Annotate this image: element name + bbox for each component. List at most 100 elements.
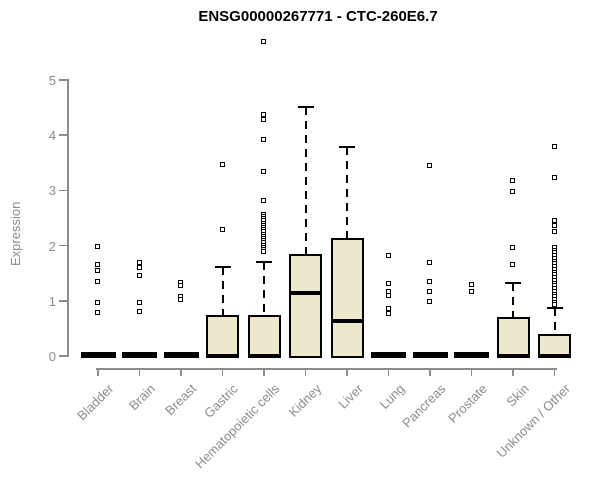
- outlier-point: [261, 169, 266, 175]
- upper-whisker: [553, 307, 556, 337]
- median-line: [247, 354, 281, 358]
- outlier-point: [219, 162, 225, 167]
- median-line: [496, 354, 530, 358]
- x-tick-label: Bladder: [74, 381, 117, 424]
- outlier-point: [261, 249, 266, 255]
- boxplot-box: [496, 317, 530, 358]
- outlier-point: [136, 300, 142, 305]
- x-tick-mark: [553, 368, 556, 376]
- outlier-point: [427, 260, 432, 266]
- upper-whisker-cap: [505, 282, 521, 285]
- boxplot-box: [330, 238, 364, 358]
- upper-whisker-cap: [256, 261, 272, 264]
- y-tick-mark: [59, 300, 67, 302]
- outlier-point: [427, 163, 432, 169]
- outlier-point: [136, 264, 142, 270]
- y-axis-line: [67, 79, 69, 357]
- outlier-point: [136, 308, 142, 314]
- outlier-point: [551, 175, 557, 181]
- outlier-point: [385, 253, 391, 259]
- outlier-point: [385, 306, 391, 312]
- outlier-point: [219, 227, 225, 233]
- y-tick-label: 1: [48, 293, 56, 309]
- outlier-point: [261, 198, 266, 204]
- upper-whisker: [221, 267, 224, 317]
- outlier-point: [385, 311, 391, 317]
- collapsed-box: [412, 352, 448, 358]
- outlier-point: [385, 281, 391, 287]
- outlier-point: [551, 217, 557, 223]
- collapsed-box: [122, 352, 157, 358]
- upper-whisker-cap: [546, 306, 563, 309]
- collapsed-box: [163, 352, 199, 358]
- outlier-point: [95, 244, 100, 250]
- outlier-point: [95, 279, 100, 285]
- outlier-point: [385, 292, 391, 298]
- median-line: [206, 354, 239, 358]
- boxplot-box: [289, 253, 322, 358]
- x-tick-mark: [387, 368, 390, 376]
- collapsed-box: [371, 352, 406, 358]
- upper-whisker-cap: [214, 266, 231, 269]
- x-tick-label: Unknown / Other: [493, 381, 574, 461]
- outlier-point: [510, 189, 515, 195]
- upper-whisker-cap: [339, 145, 355, 148]
- y-tick-mark: [59, 244, 67, 247]
- outlier-point: [551, 302, 557, 308]
- chart-title: ENSG00000267771 - CTC-260E6.7: [198, 8, 438, 25]
- outlier-point: [261, 137, 266, 143]
- y-axis-title: Expression: [8, 201, 23, 266]
- x-tick-mark: [304, 368, 307, 376]
- x-tick-label: Liver: [335, 381, 366, 412]
- x-tick-label: Kidney: [285, 381, 325, 420]
- x-tick-label: Breast: [162, 381, 200, 419]
- y-tick-mark: [59, 134, 67, 136]
- outlier-point: [551, 222, 557, 228]
- outlier-point: [551, 228, 557, 234]
- outlier-point: [468, 281, 474, 287]
- outlier-point: [551, 143, 557, 149]
- x-tick-label: Lung: [376, 381, 408, 413]
- outlier-point: [510, 244, 515, 250]
- x-tick-mark: [263, 368, 265, 376]
- outlier-point: [95, 261, 100, 267]
- median-line: [538, 354, 571, 358]
- x-tick-label: Prostate: [445, 381, 491, 426]
- outlier-point: [427, 298, 432, 304]
- y-tick-label: 4: [48, 128, 56, 144]
- x-tick-mark: [512, 368, 514, 376]
- outlier-point: [95, 300, 100, 305]
- upper-whisker: [263, 262, 265, 317]
- collapsed-box: [454, 352, 489, 358]
- outlier-point: [136, 272, 142, 278]
- x-tick-mark: [346, 368, 348, 376]
- outlier-point: [261, 116, 266, 122]
- boxplot-box: [206, 314, 239, 358]
- x-tick-label: Brain: [126, 381, 159, 414]
- y-tick-mark: [59, 355, 67, 357]
- collapsed-box: [80, 352, 116, 358]
- boxplot-box: [247, 314, 281, 358]
- upper-whisker: [512, 283, 514, 319]
- x-tick-label: Skin: [503, 381, 532, 410]
- x-axis-line: [96, 368, 557, 370]
- y-tick-label: 5: [48, 73, 56, 88]
- outlier-point: [95, 309, 100, 315]
- outlier-point: [427, 288, 432, 294]
- outlier-point: [178, 297, 183, 303]
- y-tick-label: 2: [48, 238, 56, 254]
- upper-whisker: [304, 107, 307, 256]
- upper-whisker-cap: [297, 106, 314, 109]
- x-tick-label: Gastric: [201, 381, 242, 421]
- y-tick-mark: [59, 189, 67, 192]
- outlier-point: [95, 267, 100, 273]
- median-line: [330, 319, 364, 324]
- y-tick-label: 3: [48, 183, 56, 199]
- upper-whisker: [346, 146, 348, 241]
- outlier-point: [510, 261, 515, 267]
- outlier-point: [261, 111, 266, 117]
- x-tick-mark: [221, 368, 224, 376]
- x-tick-label: Pancreas: [399, 381, 449, 431]
- median-line: [289, 290, 322, 295]
